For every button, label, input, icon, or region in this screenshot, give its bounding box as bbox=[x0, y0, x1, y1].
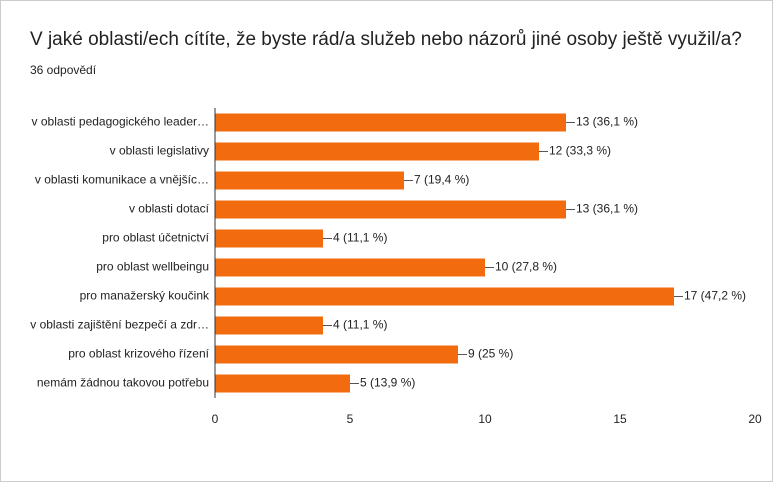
bar bbox=[215, 142, 539, 161]
y-tick-label: v oblasti pedagogického leader… bbox=[32, 115, 209, 129]
bar bbox=[215, 345, 458, 364]
value-label: 5 (13,9 %) bbox=[360, 376, 415, 390]
x-tick-label: 15 bbox=[613, 412, 627, 426]
x-tick-label: 5 bbox=[347, 412, 354, 426]
value-label: 13 (36,1 %) bbox=[576, 115, 638, 129]
y-tick-label: pro oblast wellbeingu bbox=[96, 260, 209, 274]
value-label: 9 (25 %) bbox=[468, 347, 513, 361]
value-label: 7 (19,4 %) bbox=[414, 173, 469, 187]
value-label: 17 (47,2 %) bbox=[684, 289, 746, 303]
bar bbox=[215, 374, 350, 393]
value-label: 13 (36,1 %) bbox=[576, 202, 638, 216]
y-tick-label: nemám žádnou takovou potřebu bbox=[37, 376, 209, 390]
value-label: 4 (11,1 %) bbox=[333, 318, 387, 332]
bar bbox=[215, 113, 566, 132]
y-tick-label: v oblasti dotací bbox=[129, 202, 210, 216]
y-tick-label: v oblasti legislativy bbox=[110, 144, 209, 158]
bar bbox=[215, 229, 323, 248]
value-label: 10 (27,8 %) bbox=[495, 260, 557, 274]
bar bbox=[215, 171, 404, 190]
value-label: 4 (11,1 %) bbox=[333, 231, 387, 245]
bar bbox=[215, 287, 674, 306]
chart-subtitle: 36 odpovědí bbox=[30, 63, 97, 77]
y-tick-label: pro oblast účetnictví bbox=[102, 231, 209, 245]
x-tick-label: 0 bbox=[212, 412, 219, 426]
x-tick-label: 10 bbox=[478, 412, 492, 426]
y-tick-label: v oblasti komunikace a vnějšíc… bbox=[35, 173, 209, 187]
chart-title: V jaké oblasti/ech cítíte, že byste rád/… bbox=[30, 29, 742, 50]
x-tick-label: 20 bbox=[748, 412, 762, 426]
bar bbox=[215, 316, 323, 335]
y-tick-label: v oblasti zajištění bezpečí a zdr… bbox=[30, 318, 209, 332]
value-label: 12 (33,3 %) bbox=[549, 144, 611, 158]
y-tick-label: pro oblast krizového řízení bbox=[68, 347, 209, 361]
y-tick-label: pro manažerský koučink bbox=[80, 289, 210, 303]
bar bbox=[215, 258, 485, 277]
bar bbox=[215, 200, 566, 219]
